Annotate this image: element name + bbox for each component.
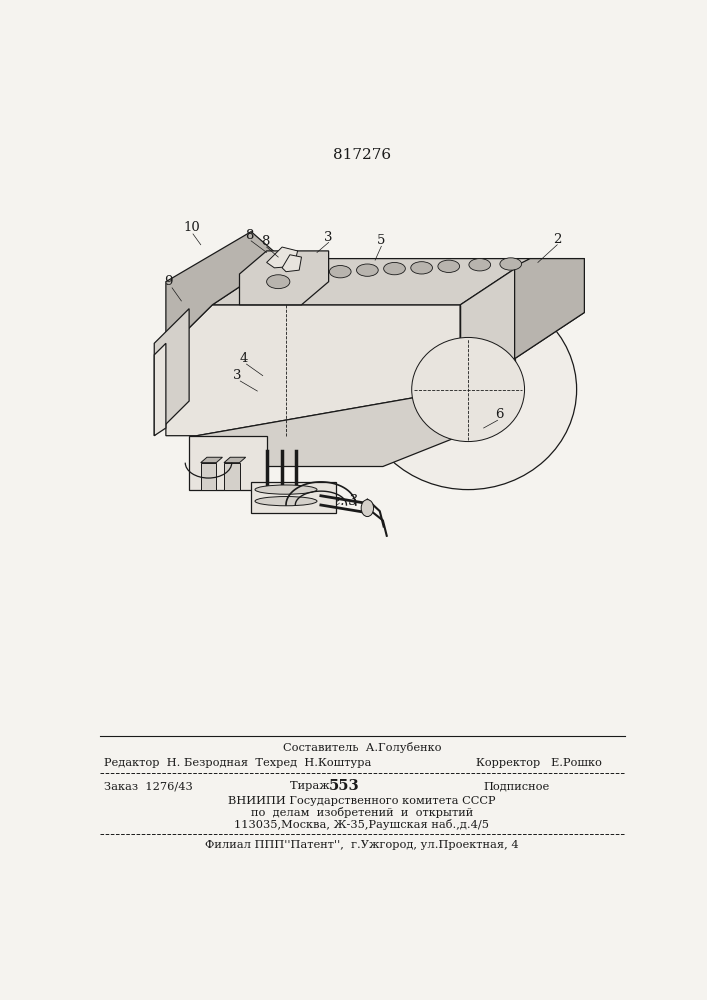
Text: 9: 9 [164, 275, 173, 288]
Polygon shape [154, 309, 189, 436]
Ellipse shape [303, 268, 324, 280]
Text: Редактор  Н. Безродная  Техред  Н.Коштура: Редактор Н. Безродная Техред Н.Коштура [104, 758, 371, 768]
Text: 5: 5 [377, 234, 385, 247]
Polygon shape [212, 259, 530, 305]
Text: 817276: 817276 [333, 148, 391, 162]
Ellipse shape [469, 259, 491, 271]
Text: 8: 8 [245, 229, 254, 242]
Polygon shape [282, 255, 301, 272]
Text: 2: 2 [553, 233, 561, 246]
Polygon shape [201, 463, 216, 490]
Text: 6: 6 [495, 408, 503, 421]
Text: Составитель  А.Голубенко: Составитель А.Голубенко [283, 742, 441, 753]
Ellipse shape [361, 500, 373, 517]
Ellipse shape [267, 275, 290, 289]
Polygon shape [224, 457, 246, 463]
Polygon shape [460, 259, 585, 359]
Polygon shape [224, 463, 240, 490]
Polygon shape [166, 305, 460, 436]
Text: Заказ  1276/43: Заказ 1276/43 [104, 781, 192, 791]
Polygon shape [189, 436, 267, 490]
Ellipse shape [255, 497, 317, 506]
Polygon shape [251, 482, 337, 513]
Polygon shape [197, 389, 460, 466]
Text: 8: 8 [261, 235, 269, 248]
Polygon shape [154, 343, 166, 436]
Text: 3: 3 [233, 369, 241, 382]
Text: Корректор   Е.Рошко: Корректор Е.Рошко [476, 758, 602, 768]
Polygon shape [201, 457, 223, 463]
Ellipse shape [438, 260, 460, 272]
Text: ВНИИПИ Государственного комитета СССР: ВНИИПИ Государственного комитета СССР [228, 796, 496, 806]
Ellipse shape [329, 266, 351, 278]
Text: 4: 4 [239, 352, 247, 365]
Polygon shape [460, 305, 515, 413]
Ellipse shape [411, 262, 433, 274]
Ellipse shape [384, 262, 405, 275]
Text: Тираж: Тираж [290, 781, 333, 791]
Polygon shape [267, 247, 298, 268]
Text: 553: 553 [329, 779, 359, 793]
Text: 10: 10 [183, 221, 200, 234]
Ellipse shape [255, 485, 317, 494]
Text: Филиал ППП''Патент'',  г.Ужгород, ул.Проектная, 4: Филиал ППП''Патент'', г.Ужгород, ул.Прое… [205, 840, 519, 850]
Ellipse shape [500, 258, 522, 270]
Polygon shape [240, 251, 329, 305]
Text: Τиг. 3: Τиг. 3 [315, 494, 358, 508]
Ellipse shape [360, 289, 577, 490]
Text: 113035,Москва, Ж-35,Раушская наб.,д.4/5: 113035,Москва, Ж-35,Раушская наб.,д.4/5 [235, 819, 489, 830]
Ellipse shape [411, 337, 525, 442]
Polygon shape [166, 232, 282, 351]
Ellipse shape [356, 264, 378, 276]
Text: по  делам  изобретений  и  открытий: по делам изобретений и открытий [251, 808, 473, 818]
Text: Подписное: Подписное [484, 781, 550, 791]
Polygon shape [515, 259, 585, 359]
Text: 3: 3 [325, 231, 333, 244]
